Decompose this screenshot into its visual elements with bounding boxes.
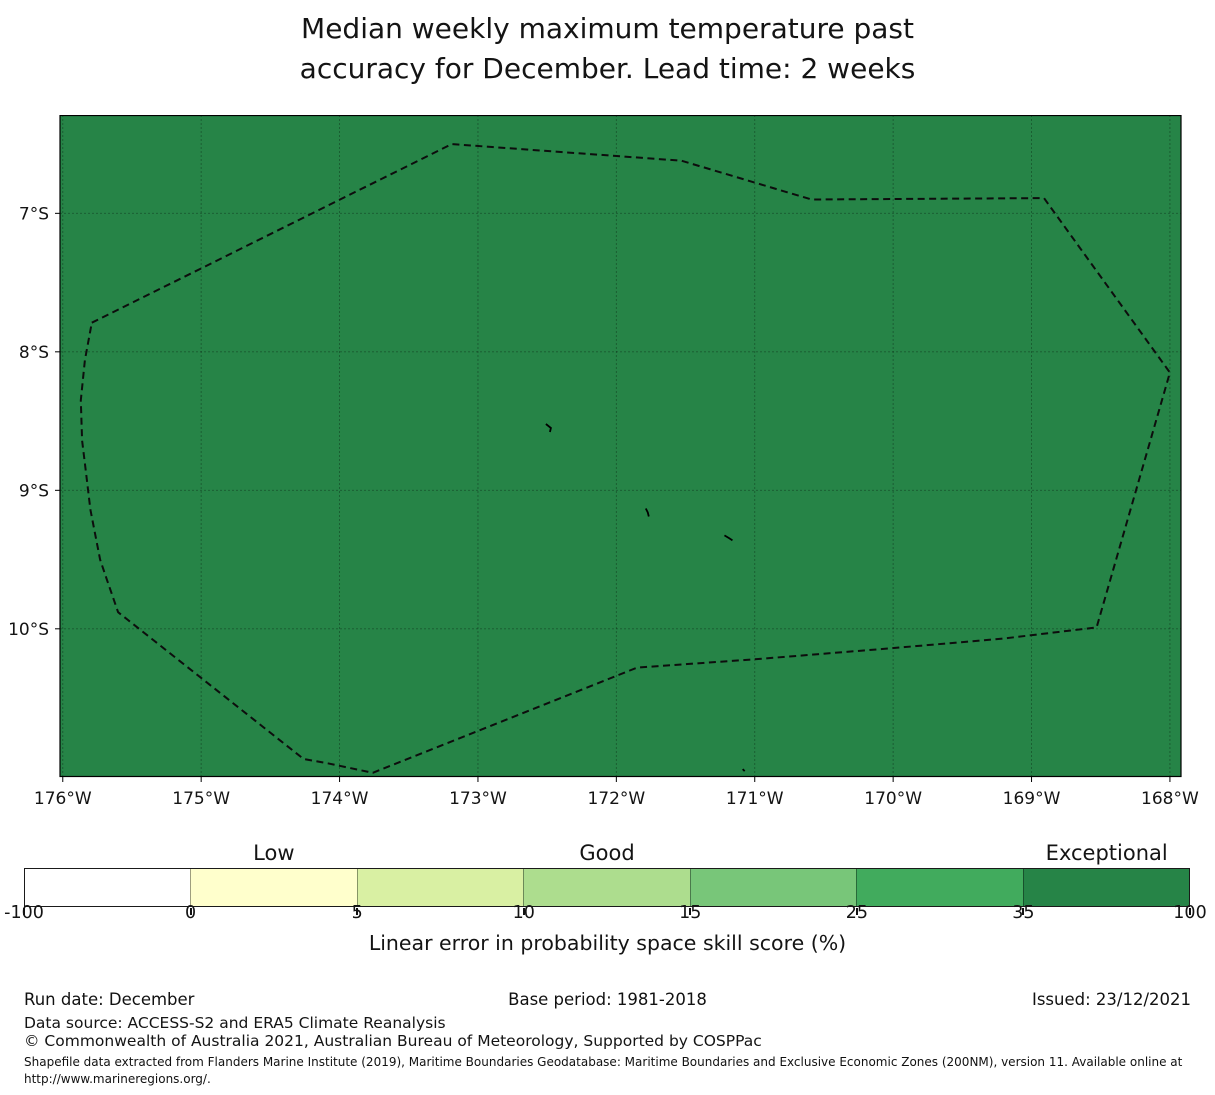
- colorbar-tick-mark: [23, 908, 25, 915]
- colorbar-tick-mark: [189, 908, 192, 915]
- colorbar-segment-4: [689, 869, 857, 906]
- colorbar-segment-2: [356, 869, 524, 906]
- map-plot: 176°W 175°W 174°W 173°W 172°W 171°W 170°W 169°W…: [8, 115, 1199, 809]
- colorbar-tick-label: 100: [1173, 903, 1207, 923]
- colorbar-tick-mark: [1022, 908, 1025, 915]
- colorbar-segment-6: [1022, 869, 1189, 906]
- colorbar-segment-3: [523, 869, 690, 906]
- x-axis-tick-label: 173°W: [449, 789, 507, 809]
- island-mark: [644, 508, 650, 517]
- colorbar-tick-label: 35: [1012, 903, 1035, 923]
- colorbar-category-label-good: Good: [579, 841, 635, 865]
- y-axis-tick-label: 9°S: [19, 481, 49, 501]
- shapefile-note-text: Shapefile data extracted from Flanders M…: [24, 1055, 1183, 1086]
- x-axis-tick-label: 169°W: [1003, 789, 1061, 809]
- y-axis-tick-label: 7°S: [19, 204, 49, 224]
- colorbar-tick-mark: [1189, 908, 1191, 915]
- colorbar-tick-label: -100: [4, 903, 44, 923]
- colorbar-tick-label: 25: [845, 903, 868, 923]
- y-axis-tick-label: 8°S: [19, 343, 49, 363]
- colorbar-tick-label: 10: [512, 903, 535, 923]
- island-mark: [723, 534, 733, 542]
- copyright-text: © Commonwealth of Australia 2021, Austra…: [24, 1032, 762, 1050]
- grid-lines: [60, 115, 1181, 777]
- eez-boundary: [79, 143, 1171, 774]
- x-axis-tick-label: 175°W: [172, 789, 230, 809]
- colorbar-category-label-low: Low: [253, 841, 295, 865]
- colorbar-caption: Linear error in probability space skill …: [368, 931, 847, 955]
- base-period-text: Base period: 1981-2018: [508, 990, 707, 1009]
- colorbar-segment-5: [856, 869, 1023, 906]
- axis-tick-labels: 176°W 175°W 174°W 173°W 172°W 171°W 170°W 169°W…: [8, 204, 1199, 809]
- x-axis-tick-label: 172°W: [587, 789, 645, 809]
- island-mark: [545, 423, 552, 433]
- x-axis-tick-label: 176°W: [34, 789, 92, 809]
- colorbar: [24, 868, 1190, 907]
- chart-title-line1: Median weekly maximum temperature past: [301, 12, 914, 45]
- colorbar-tick-mark: [356, 908, 359, 915]
- data-source-text: Data source: ACCESS-S2 and ERA5 Climate …: [24, 1014, 446, 1032]
- colorbar-tick-label: 5: [351, 903, 363, 923]
- x-axis-tick-label: 171°W: [726, 789, 784, 809]
- issued-date-text: Issued: 23/12/2021: [1031, 990, 1191, 1009]
- map-ocean-fill: [60, 115, 1181, 777]
- island-mark: [742, 768, 746, 772]
- colorbar-tick-mark: [855, 908, 858, 915]
- chart-title-line2: accuracy for December. Lead time: 2 week…: [299, 52, 916, 85]
- colorbar-tick-mark: [689, 908, 692, 915]
- island-marks: [545, 423, 746, 772]
- colorbar-segment-0: [25, 869, 191, 906]
- colorbar-tick-label: 0: [184, 903, 197, 923]
- colorbar-category-label-exceptional: Exceptional: [1045, 841, 1168, 865]
- run-date-text: Run date: December: [24, 990, 195, 1009]
- colorbar-tick-label: 15: [679, 903, 702, 923]
- x-axis-tick-label: 174°W: [311, 789, 369, 809]
- plot-frame: [59, 115, 1182, 778]
- colorbar-segment-1: [190, 869, 357, 906]
- x-axis-tick-label: 168°W: [1141, 789, 1199, 809]
- colorbar-tick-mark: [522, 908, 525, 915]
- y-axis-tick-label: 10°S: [8, 620, 49, 640]
- chart-title: Median weekly maximum temperature past a…: [0, 9, 1215, 89]
- x-axis-tick-label: 170°W: [864, 789, 922, 809]
